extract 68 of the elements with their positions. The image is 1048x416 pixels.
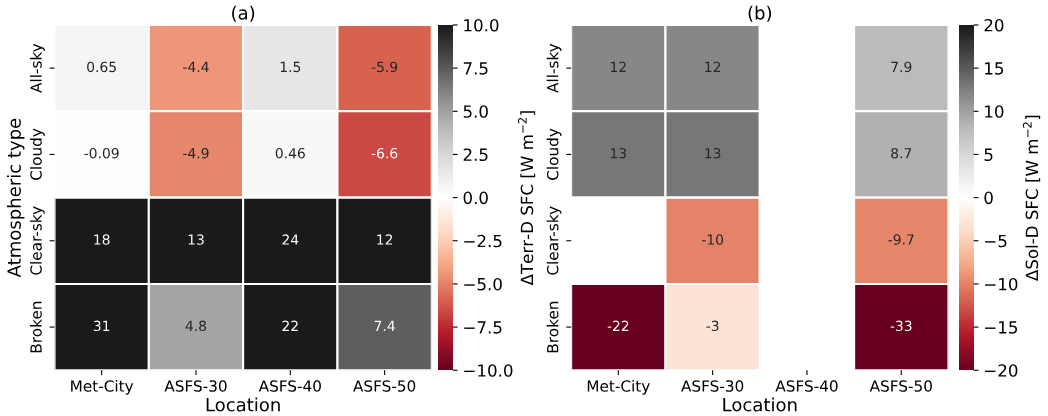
x-tick-label: Met-City: [71, 379, 134, 395]
x-tick-label: ASFS-30: [164, 380, 227, 392]
x-axis-title: Location: [723, 397, 797, 412]
y-tick-label: Broken: [29, 301, 42, 353]
data-label: -5.9: [371, 61, 398, 73]
data-label: 22: [282, 320, 298, 331]
data-label: 13: [611, 147, 627, 159]
color-bar-label: −10.0: [464, 364, 513, 377]
color-bar-label: −10: [985, 277, 1018, 291]
y-tick-label: All-sky: [546, 43, 562, 93]
color-bar-label: 0.0: [463, 191, 488, 205]
color-bar-label: 15: [985, 62, 1004, 75]
chart-title: (b): [748, 5, 772, 22]
data-label: -33: [890, 320, 912, 332]
data-label: 1.5: [280, 61, 301, 73]
y-tick-label: Cloudy: [29, 128, 45, 180]
color-bar-label: 7.5: [463, 62, 488, 75]
x-tick-label: ASFS-50: [869, 380, 932, 392]
x-tick-label: ASFS-40: [258, 380, 321, 392]
data-label: 0.65: [87, 61, 116, 73]
color-bar-label: 10: [985, 105, 1004, 118]
data-label: 12: [705, 61, 721, 72]
data-label: -4.4: [183, 61, 209, 72]
color-bar-label: 5.0: [463, 105, 488, 118]
color-bar-label: −5.0: [464, 277, 502, 291]
data-label: 13: [705, 147, 721, 159]
color-bar-label: −15: [985, 321, 1018, 334]
data-label: 7.9: [891, 61, 912, 73]
y-axis-title: Atmospheric type: [6, 118, 25, 278]
x-tick-label: ASFS-50: [353, 380, 416, 392]
y-tick-label: Clear-sky: [546, 206, 562, 275]
data-label: 7.4: [374, 320, 395, 331]
data-label: 8.7: [891, 147, 912, 159]
color-bar-title: ΔTerr-D SFC [W m$^{−2}$]: [517, 111, 536, 286]
data-label: -6.6: [371, 147, 398, 159]
data-label: 0.46: [275, 147, 305, 159]
chart-title: (a): [232, 5, 255, 22]
data-label: -9.7: [888, 234, 914, 245]
color-bar-label: 20: [984, 18, 1004, 32]
data-label: 31: [93, 320, 110, 332]
color-bar-title: ΔSol-D SFC [W m$^{−2}$]: [1022, 115, 1041, 281]
data-label: -0.09: [84, 147, 119, 159]
data-label: 12: [377, 234, 393, 245]
color-bar-label: 2.5: [463, 148, 488, 162]
color-bar-label: −5: [985, 234, 1007, 248]
color-bar-label: 10.0: [464, 18, 499, 32]
y-tick-label: All-sky: [29, 43, 45, 93]
data-label: -22: [607, 320, 629, 331]
color-bar-label: −20: [985, 364, 1018, 377]
data-label: -3: [706, 320, 719, 332]
data-label: 12: [611, 61, 626, 72]
data-label: -4.9: [183, 147, 209, 159]
x-tick-label: ASFS-40: [775, 380, 838, 392]
data-label: 18: [94, 234, 110, 245]
y-tick-label: Clear-sky: [29, 206, 45, 275]
color-bar-label: −2.5: [464, 234, 502, 248]
x-tick-label: ASFS-30: [681, 380, 744, 392]
color-bar-label: −7.5: [464, 321, 502, 334]
x-axis-title: Location: [206, 397, 280, 412]
color-bar-label: 5: [984, 148, 993, 162]
y-tick-label: Cloudy: [546, 128, 562, 180]
x-tick-label: Met-City: [587, 379, 650, 395]
data-label: 4.8: [185, 320, 207, 332]
color-bar-label: 0: [984, 191, 993, 205]
y-tick-label: Broken: [546, 301, 559, 353]
data-label: 24: [282, 234, 299, 245]
data-label: 13: [188, 234, 204, 245]
data-label: -10: [701, 234, 724, 245]
